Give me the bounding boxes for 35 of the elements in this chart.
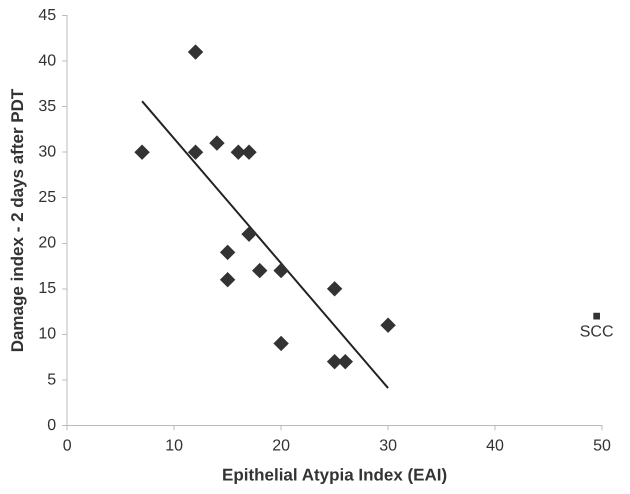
x-tick-label: 50 (593, 437, 611, 454)
point (209, 136, 224, 151)
point (134, 144, 150, 160)
y-axis-title: Damage index - 2 days after PDT (8, 88, 27, 352)
x-axis-title: Epithelial Atypia Index (EAI) (222, 465, 448, 484)
series-label: SCC (580, 324, 614, 341)
point (242, 144, 257, 160)
y-tick-label: 30 (38, 144, 56, 161)
point (274, 263, 289, 278)
x-tick-label: 0 (62, 437, 72, 454)
y-tick-label: 45 (38, 7, 56, 24)
y-tick-label: 10 (38, 326, 56, 343)
point (230, 144, 246, 160)
point (252, 263, 268, 278)
y-tick-label: 5 (47, 371, 56, 388)
point (220, 244, 236, 260)
point (380, 318, 396, 333)
y-tick-label: 20 (38, 234, 56, 252)
point (188, 144, 204, 160)
x-tick-label: 40 (486, 437, 504, 454)
y-tick-label: 0 (47, 416, 56, 434)
point (593, 312, 600, 320)
point (338, 354, 353, 370)
y-tick-label: 25 (38, 189, 56, 206)
point (242, 226, 257, 242)
y-tick-label: 35 (38, 98, 56, 116)
x-tick-label: 10 (165, 437, 184, 454)
point (220, 272, 236, 288)
point (274, 336, 289, 351)
point (327, 281, 342, 296)
x-tick-label: 20 (272, 437, 290, 454)
point (188, 44, 204, 60)
y-tick-label: 40 (38, 52, 56, 70)
y-tick-label: 15 (38, 280, 56, 298)
x-tick-label: 30 (379, 437, 398, 454)
